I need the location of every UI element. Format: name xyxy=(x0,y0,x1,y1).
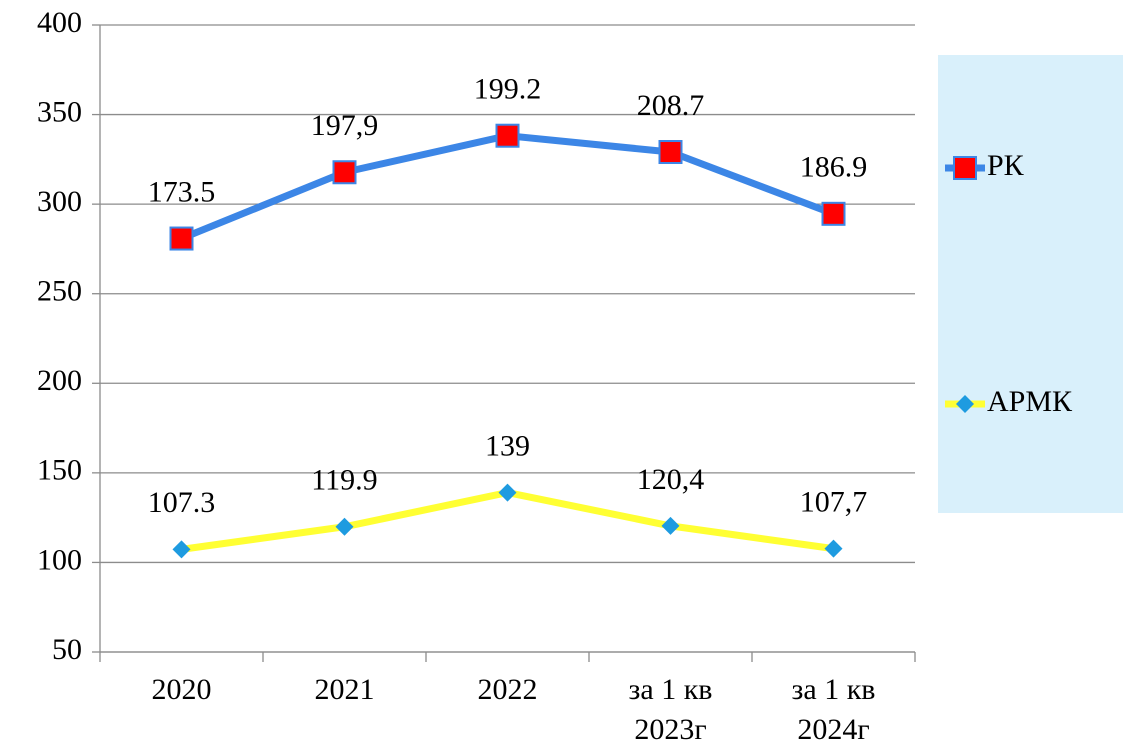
marker xyxy=(169,226,194,251)
legend-label: РК xyxy=(987,149,1025,182)
x-tick-label: за 1 кв 2023г xyxy=(629,673,713,746)
data-label: 107,7 xyxy=(800,486,868,519)
series-line xyxy=(180,132,835,242)
marker xyxy=(661,516,680,535)
marker xyxy=(332,160,357,185)
marker xyxy=(824,539,843,558)
marker xyxy=(335,517,354,536)
marker xyxy=(953,156,977,180)
data-label: 186.9 xyxy=(800,151,868,184)
data-label: 208.7 xyxy=(637,89,705,122)
data-label: 120,4 xyxy=(637,463,705,496)
y-tick-label: 250 xyxy=(37,275,82,308)
x-tick-label: 2022 xyxy=(478,673,538,706)
x-tick-label: за 1 кв 2024г xyxy=(792,673,876,746)
marker xyxy=(172,540,191,559)
y-tick-label: 300 xyxy=(37,185,82,218)
marker xyxy=(658,140,683,165)
data-label: 197,9 xyxy=(311,109,379,142)
marker xyxy=(495,123,520,148)
data-label: 199.2 xyxy=(474,73,542,106)
x-tick-label: 2020 xyxy=(152,673,212,706)
data-label: 139 xyxy=(485,429,530,462)
marker xyxy=(821,201,846,226)
data-label: 173.5 xyxy=(148,175,216,208)
legend-label: АРМК xyxy=(987,385,1073,418)
y-tick-label: 150 xyxy=(37,454,82,487)
x-tick-label: 2021 xyxy=(315,673,375,706)
legend-box xyxy=(938,55,1123,513)
marker xyxy=(956,395,974,413)
y-tick-label: 350 xyxy=(37,95,82,128)
data-label: 119.9 xyxy=(311,464,377,497)
y-tick-label: 100 xyxy=(37,543,82,576)
y-tick-label: 50 xyxy=(52,633,82,666)
marker xyxy=(498,483,517,502)
data-label: 107.3 xyxy=(148,486,216,519)
y-tick-label: 400 xyxy=(37,6,82,39)
y-tick-label: 200 xyxy=(37,364,82,397)
